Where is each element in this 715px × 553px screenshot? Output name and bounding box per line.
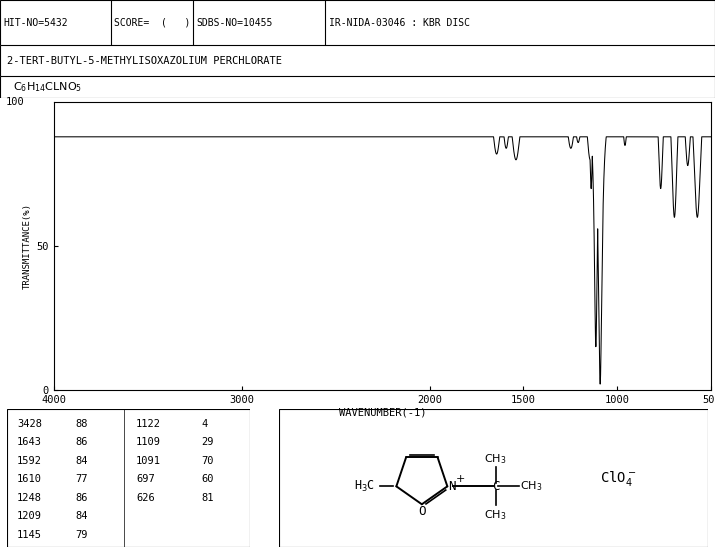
Text: SCORE=  (   ): SCORE= ( ) bbox=[114, 18, 191, 28]
Text: 84: 84 bbox=[75, 511, 88, 521]
Text: 29: 29 bbox=[202, 437, 214, 447]
Text: 88: 88 bbox=[75, 419, 88, 429]
Text: 1122: 1122 bbox=[136, 419, 161, 429]
Text: 70: 70 bbox=[202, 456, 214, 466]
Text: 1643: 1643 bbox=[17, 437, 42, 447]
Text: 1209: 1209 bbox=[17, 511, 42, 521]
Text: 1610: 1610 bbox=[17, 474, 42, 484]
Text: +: + bbox=[456, 474, 465, 484]
Text: 1592: 1592 bbox=[17, 456, 42, 466]
Text: O: O bbox=[418, 505, 425, 518]
X-axis label: WAVENUMBER(-1): WAVENUMBER(-1) bbox=[339, 408, 426, 418]
Text: 86: 86 bbox=[75, 493, 88, 503]
Text: 77: 77 bbox=[75, 474, 88, 484]
Text: 3428: 3428 bbox=[17, 419, 42, 429]
Text: 100: 100 bbox=[5, 97, 24, 107]
Text: 60: 60 bbox=[202, 474, 214, 484]
Text: 626: 626 bbox=[136, 493, 154, 503]
Text: 697: 697 bbox=[136, 474, 154, 484]
Text: 2-TERT-BUTYL-5-METHYLISOXAZOLIUM PERCHLORATE: 2-TERT-BUTYL-5-METHYLISOXAZOLIUM PERCHLO… bbox=[7, 56, 282, 66]
Text: 79: 79 bbox=[75, 530, 88, 540]
Text: ClO$_4^-$: ClO$_4^-$ bbox=[601, 469, 636, 488]
Y-axis label: TRANSMITTANCE(%): TRANSMITTANCE(%) bbox=[23, 203, 32, 289]
Text: IR-NIDA-03046 : KBR DISC: IR-NIDA-03046 : KBR DISC bbox=[329, 18, 470, 28]
Text: 81: 81 bbox=[202, 493, 214, 503]
Text: 84: 84 bbox=[75, 456, 88, 466]
Text: 1091: 1091 bbox=[136, 456, 161, 466]
Text: CH$_3$: CH$_3$ bbox=[520, 479, 543, 493]
Text: HIT-NO=5432: HIT-NO=5432 bbox=[4, 18, 68, 28]
Text: C: C bbox=[492, 480, 499, 493]
Text: N: N bbox=[448, 480, 455, 493]
Text: CH$_3$: CH$_3$ bbox=[484, 508, 507, 521]
Text: 1145: 1145 bbox=[17, 530, 42, 540]
Text: 86: 86 bbox=[75, 437, 88, 447]
Text: 4: 4 bbox=[202, 419, 208, 429]
Text: $\mathrm{C_6H_{14}CLNO_5}$: $\mathrm{C_6H_{14}CLNO_5}$ bbox=[13, 81, 82, 94]
Text: 1109: 1109 bbox=[136, 437, 161, 447]
Text: SDBS-NO=10455: SDBS-NO=10455 bbox=[197, 18, 273, 28]
Text: CH$_3$: CH$_3$ bbox=[484, 452, 507, 466]
Text: H$_3$C: H$_3$C bbox=[354, 479, 375, 494]
Text: 1248: 1248 bbox=[17, 493, 42, 503]
